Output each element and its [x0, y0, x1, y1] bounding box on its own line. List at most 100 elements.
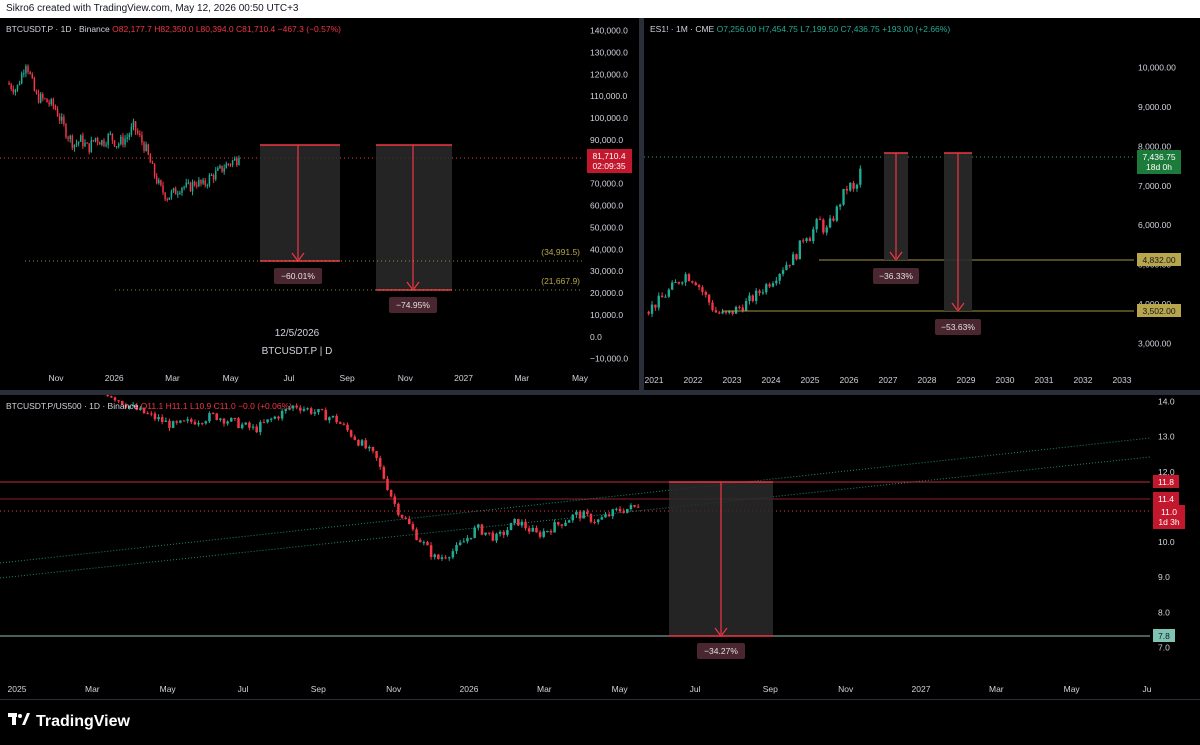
btc-drop-badge-1: [274, 268, 322, 284]
btc-candle: [29, 72, 31, 75]
ratio-candle: [535, 527, 538, 533]
btc-candle: [202, 180, 204, 184]
ratio-chart[interactable]: −34.27% 14.0 13.0 12.0 11.0 10.0 9.0 8.0 7.0 20…: [0, 395, 1200, 700]
btc-drop-badge-2: [389, 297, 437, 313]
es-candle: [744, 301, 748, 311]
es-level-tag-2: [1137, 304, 1181, 317]
ratio-candle: [157, 417, 160, 420]
btc-projection-box-2[interactable]: [376, 145, 452, 290]
ratio-candle: [636, 506, 640, 508]
ratio-candle: [328, 417, 331, 421]
es-candle: [832, 218, 835, 221]
ratio-candle: [371, 446, 375, 452]
ratio-candle: [353, 436, 357, 440]
es-level-tag-1-value: 4,832.00: [1142, 255, 1175, 265]
es-candle: [822, 219, 825, 233]
pane-divider-horizontal[interactable]: [0, 390, 1200, 395]
btc-candle: [187, 182, 190, 184]
es-candle: [684, 274, 687, 283]
ratio-candle: [135, 405, 139, 410]
btc-y-tick-label: 90,000.0: [590, 135, 623, 145]
es-price-tag-countdown: 18d 0h: [1146, 162, 1172, 172]
es-x-axis[interactable]: 2021 2022 2023 2024 2025 2026 2027 2028 2029 2030…: [645, 375, 1132, 385]
btc-drop-label-1: −60.01%: [281, 271, 315, 281]
btc-candle: [86, 142, 88, 144]
btc-candle: [162, 185, 164, 193]
btc-candle: [198, 179, 200, 187]
ratio-candle: [567, 520, 571, 523]
ratio-candle: [571, 514, 575, 521]
btc-candle: [61, 116, 63, 121]
es-price-tag: [1137, 150, 1181, 174]
ratio-x-axis[interactable]: 2025 Mar May Jul Sep Nov 2026 Mar May Jul Sep Nov 20…: [8, 684, 1152, 694]
ratio-legend: BTCUSDT.P/US500 · 1D · Binance O11.1 H11…: [6, 401, 292, 411]
ratio-candle: [502, 531, 506, 535]
ratio-candle: [124, 404, 128, 408]
btc-candle: [170, 191, 173, 198]
ratio-candle: [524, 521, 527, 529]
ratio-candle: [331, 415, 335, 418]
ratio-candle: [556, 522, 560, 525]
tradingview-logo[interactable]: TradingView: [8, 713, 130, 731]
ratio-candle: [244, 422, 248, 425]
ratio-candle: [346, 424, 349, 431]
btc-chart[interactable]: (34,991.5) (21,667.9) −60.01% −74.95% 12…: [0, 18, 639, 390]
ratio-pane[interactable]: BTCUSDT.P/US500 · 1D · Binance O11.1 H11…: [0, 395, 1200, 700]
ratio-candle: [215, 413, 218, 420]
es-candle: [704, 291, 707, 295]
ratio-candle: [259, 422, 262, 433]
btc-level-label-1: (34,991.5): [541, 247, 580, 257]
header-text: Sikro6 created with TradingView.com, May…: [6, 3, 299, 14]
ratio-candle: [291, 405, 295, 409]
btc-candle: [223, 168, 225, 172]
ratio-candle: [113, 397, 117, 401]
es-candle: [849, 182, 852, 191]
btc-candle: [229, 164, 232, 166]
header-bar: Sikro6 created with TradingView.com, May…: [0, 0, 1200, 18]
ratio-candle: [491, 532, 495, 541]
btc-candle: [143, 142, 145, 152]
btc-candle: [23, 73, 25, 75]
ratio-candle: [295, 405, 298, 408]
ratio-candle: [160, 417, 164, 422]
btc-pane[interactable]: BTCUSDT.P · 1D · Binance O82,177.7 H82,3…: [0, 18, 639, 390]
btc-level-label-2: (21,667.9): [541, 276, 580, 286]
es-candle: [835, 206, 838, 221]
es-price-tag-value: 7,436.75: [1142, 152, 1175, 162]
ratio-y-tick-label: 14.0: [1158, 397, 1175, 407]
ratio-candle: [368, 446, 371, 449]
btc-candle: [80, 135, 82, 142]
ratio-close: C11.0: [213, 401, 236, 411]
btc-candle: [233, 158, 236, 161]
es-candle: [755, 290, 758, 302]
ratio-candle: [378, 458, 382, 467]
pane-divider-vertical[interactable]: [639, 18, 644, 390]
btc-candle: [221, 165, 223, 172]
es-candle: [758, 290, 761, 293]
btc-candle: [73, 144, 76, 148]
btc-candle: [134, 121, 137, 131]
btc-y-axis[interactable]: 140,000.0 130,000.0 120,000.0 110,000.0 100,…: [590, 26, 628, 364]
es-y-tick-label: 8,000.00: [1138, 141, 1171, 151]
es-open: O7,256.00: [716, 24, 757, 34]
es-chart[interactable]: −36.33% −53.63% 10,000.00 9,000.00 8,000.0…: [644, 18, 1200, 390]
es-level-tag-2-value: 3,502.00: [1142, 306, 1175, 316]
btc-candle: [236, 158, 238, 166]
btc-x-axis[interactable]: Nov 2026 Mar May Jul Sep Nov 2027 Mar May: [48, 373, 588, 383]
es-candle: [674, 281, 677, 283]
es-candle: [828, 218, 832, 228]
btc-candle: [153, 163, 156, 177]
btc-projection-box-1[interactable]: [260, 145, 340, 261]
btc-low: L80,394.0: [195, 24, 234, 34]
es-pane[interactable]: ES1! · 1M · CME O7,256.00 H7,454.75 L7,1…: [644, 18, 1200, 390]
ratio-candle: [179, 420, 182, 423]
es-candle: [728, 310, 731, 313]
ratio-candle: [153, 413, 157, 420]
ratio-candle: [596, 519, 600, 523]
ratio-candle: [219, 418, 222, 420]
btc-candle: [20, 73, 23, 84]
ratio-candle: [586, 511, 589, 514]
es-candle: [778, 274, 781, 281]
es-symbol: ES1! · 1M · CME: [650, 24, 715, 34]
btc-candle: [166, 199, 168, 201]
